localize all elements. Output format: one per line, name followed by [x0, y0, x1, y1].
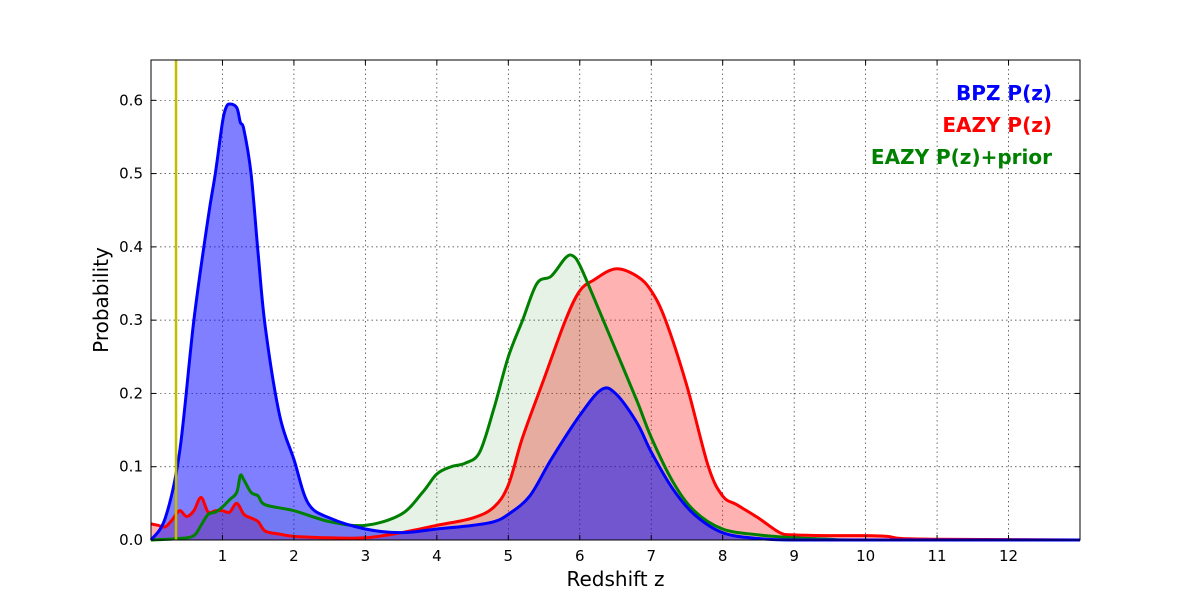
series-line-eazy: [150, 267, 1081, 542]
y-tick-label: 0.0: [119, 531, 143, 549]
series-fills: [151, 103, 1080, 540]
y-axis-label: Probability: [89, 247, 113, 353]
y-tick-label: 0.6: [119, 91, 143, 109]
y-tick-label: 0.4: [119, 238, 143, 256]
series-line-eazy-prior: [150, 253, 1080, 542]
legend-entry-eazy-prior: EAZY P(z)+prior: [871, 145, 1052, 169]
x-tick-label: 5: [504, 547, 514, 565]
x-tick-label: 11: [928, 547, 947, 565]
y-tick-label: 0.5: [119, 165, 143, 183]
axis-ticks: 1 2 3 4 5 6 7 8 9 10 11 120.00.10.20.30.40.50.6: [119, 60, 1080, 565]
legend: BPZ P(z) EAZY P(z) EAZY P(z)+prior: [871, 81, 1052, 169]
y-tick-label: 0.1: [119, 458, 143, 476]
series-fill-bpz: [151, 103, 1080, 540]
x-tick-label: 12: [999, 547, 1018, 565]
x-tick-label: 4: [432, 547, 442, 565]
series-line-bpz: [149, 102, 1080, 542]
legend-entry-bpz: BPZ P(z): [956, 81, 1052, 105]
plot-frame: [150, 59, 1081, 541]
x-tick-label: 1: [218, 547, 228, 565]
x-tick-label: 10: [856, 547, 875, 565]
x-tick-label: 3: [361, 547, 371, 565]
x-axis-label: Redshift z: [566, 567, 664, 591]
x-tick-label: 8: [718, 547, 728, 565]
x-tick-label: 9: [789, 547, 799, 565]
series-lines: [149, 102, 1081, 542]
legend-entry-eazy: EAZY P(z): [942, 113, 1052, 137]
x-tick-label: 6: [575, 547, 585, 565]
x-tick-label: 7: [646, 547, 656, 565]
y-tick-label: 0.2: [119, 384, 143, 402]
x-tick-label: 2: [289, 547, 299, 565]
y-tick-label: 0.3: [119, 311, 143, 329]
